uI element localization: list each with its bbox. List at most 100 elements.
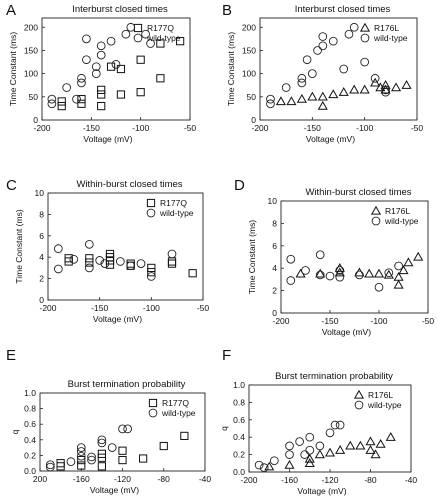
data-point <box>96 41 106 51</box>
y-tick-label: 1.0 <box>24 388 36 398</box>
data-point <box>297 78 307 88</box>
data-point <box>325 428 335 438</box>
data-point <box>167 257 177 266</box>
data-point <box>136 259 146 268</box>
x-axis-label: Voltage (mV) <box>306 134 355 144</box>
data-point <box>345 440 356 450</box>
data-point <box>284 459 295 469</box>
x-tick-label: -80 <box>158 474 171 484</box>
data-point <box>307 69 317 78</box>
data-point <box>97 85 106 94</box>
data-point <box>176 37 185 46</box>
legend-marker <box>353 389 365 399</box>
y-tick-label: 0.4 <box>24 435 36 445</box>
chart-title: Burst termination probability <box>275 371 393 382</box>
data-point <box>374 282 384 292</box>
data-point <box>77 461 86 470</box>
x-tick-label: -100 <box>143 303 160 313</box>
y-tick-label: 150 <box>242 45 256 55</box>
x-tick-label: -150 <box>304 123 321 133</box>
data-point <box>328 89 339 99</box>
data-point <box>118 455 127 465</box>
data-point <box>317 100 328 110</box>
data-point <box>370 77 381 87</box>
data-point <box>77 99 86 108</box>
data-point <box>403 257 414 267</box>
y-axis-label: q <box>10 429 20 434</box>
data-point <box>314 449 325 459</box>
panel-letter: E <box>6 347 16 364</box>
panel-letter: A <box>6 2 16 19</box>
y-tick-label: 50 <box>29 92 39 102</box>
x-tick-label: -40 <box>199 474 212 484</box>
plot-frame <box>259 17 418 121</box>
data-point <box>116 64 126 74</box>
legend-marker <box>148 398 158 408</box>
chart-title: Within-burst closed times <box>305 187 411 198</box>
data-point <box>85 258 94 267</box>
data-point <box>72 94 81 104</box>
data-point <box>62 83 72 92</box>
data-point <box>85 254 94 263</box>
data-point <box>156 39 165 48</box>
x-axis-label: Voltage (mV) <box>83 134 132 144</box>
panel-letter: D <box>234 177 245 194</box>
legend-marker <box>133 33 143 43</box>
y-tick-label: 50 <box>247 92 257 102</box>
data-point <box>111 60 121 69</box>
chart-panel-b: B Interburst closed times -200 -150 -100 -50 0… <box>222 2 423 144</box>
data-point <box>335 420 345 430</box>
data-point <box>53 244 63 253</box>
data-point <box>295 437 304 446</box>
data-point <box>297 73 307 83</box>
legend-label: R177Q <box>160 198 187 208</box>
data-point <box>317 91 328 101</box>
data-point <box>330 420 340 430</box>
x-tick-label: 200 <box>33 474 47 484</box>
y-tick-label: 0 <box>272 308 277 318</box>
data-point <box>281 83 291 92</box>
legend-label: wild-type <box>367 400 402 410</box>
y-tick-label: 200 <box>242 22 256 32</box>
data-point <box>315 270 325 280</box>
x-tick-label: -40 <box>405 475 418 485</box>
data-point <box>64 254 73 263</box>
legend-marker <box>359 22 371 32</box>
legend-marker <box>133 23 143 33</box>
legend-label: wild-type <box>161 408 196 418</box>
y-tick-label: 0.4 <box>233 432 245 442</box>
chart-title: Interburst closed times <box>72 4 168 15</box>
data-point <box>167 259 177 268</box>
data-point <box>106 36 116 46</box>
data-point <box>334 267 345 277</box>
data-point <box>324 447 336 457</box>
data-point <box>401 80 412 89</box>
x-axis-label: Voltage (mV) <box>297 486 346 496</box>
y-tick-label: 8 <box>39 209 44 219</box>
chart-title: Burst termination probability <box>68 379 186 390</box>
x-tick-label: -160 <box>73 474 90 484</box>
x-tick-label: -120 <box>321 475 338 485</box>
data-point <box>364 268 375 278</box>
data-point <box>87 455 96 465</box>
data-point <box>84 240 94 249</box>
data-point <box>57 101 66 111</box>
data-point <box>126 259 135 268</box>
data-point <box>77 73 86 83</box>
y-axis-label: Time Constant (ms) <box>8 32 18 106</box>
data-point <box>91 62 101 72</box>
data-point <box>370 73 380 83</box>
x-tick-label: -50 <box>411 123 424 133</box>
y-axis-label: q <box>219 426 229 431</box>
data-point <box>304 458 315 467</box>
data-point <box>391 82 402 92</box>
x-tick-label: -80 <box>364 475 377 485</box>
x-tick-label: -150 <box>91 303 108 313</box>
y-tick-label: 6 <box>39 231 44 241</box>
data-point <box>266 99 275 109</box>
y-axis-label: Time Constant (ms) <box>14 209 24 283</box>
data-point <box>57 97 66 106</box>
y-tick-label: 2 <box>39 274 44 284</box>
x-tick-label: -200 <box>33 123 50 133</box>
data-point <box>53 264 63 274</box>
